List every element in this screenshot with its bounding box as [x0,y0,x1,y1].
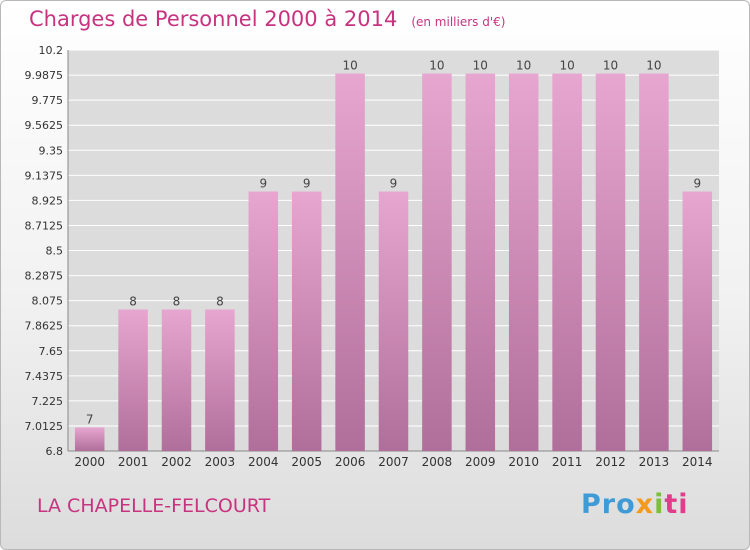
x-tick-label-2006: 2006 [335,455,366,469]
bar-2004 [248,191,279,451]
logo-part-1: Pro [581,489,636,520]
bar-2013 [639,73,669,452]
data-label-2009: 10 [473,59,488,73]
y-tick-label-2: 7.225 [32,395,64,408]
x-tick-label-2004: 2004 [248,455,279,469]
data-label-2006: 10 [342,59,357,73]
data-label-2001: 8 [129,294,137,308]
x-tick-label-2012: 2012 [595,455,626,469]
y-tick-label-1: 7.0125 [25,420,64,433]
x-tick-label-2005: 2005 [291,455,322,469]
bar-2014 [682,191,713,451]
y-tick-label-8: 8.5 [46,245,64,258]
bar-2003 [205,309,235,451]
y-tick-label-7: 8.2875 [25,270,64,283]
x-tick-label-2011: 2011 [552,455,583,469]
bar-2001 [118,309,148,451]
chart-title: Charges de Personnel 2000 à 2014 (en mill… [29,7,505,31]
x-tick-label-2009: 2009 [465,455,496,469]
y-tick-label-15: 9.9875 [25,69,64,82]
bar-2006 [335,73,365,452]
chart-title-text: Charges de Personnel 2000 à 2014 [29,7,398,31]
bar-2009 [465,73,496,452]
chart-subtitle: (en milliers d'€) [411,15,506,29]
y-tick-label-11: 9.1375 [25,169,64,182]
y-tick-label-5: 7.8625 [25,320,64,333]
logo-part-4: ti [664,489,689,520]
bar-2012 [595,73,626,452]
y-tick-label-16: 10.2 [39,44,64,57]
y-tick-label-13: 9.5625 [25,119,64,132]
bar-2005 [291,191,322,451]
data-label-2014: 9 [693,177,701,191]
x-tick-label-2013: 2013 [639,455,670,469]
y-tick-label-0: 6.8 [46,445,64,458]
logo-part-2: x [635,489,655,520]
data-label-2011: 10 [559,59,574,73]
x-tick-label-2014: 2014 [682,455,713,469]
bar-2010 [508,73,539,452]
bar-2008 [422,73,452,452]
y-tick-label-9: 8.7125 [25,219,64,232]
x-tick-label-2003: 2003 [205,455,236,469]
location-label: LA CHAPELLE-FELCOURT [37,495,271,517]
logo-part-3: i [654,489,665,520]
data-label-2005: 9 [303,177,311,191]
data-label-2012: 10 [603,59,618,73]
y-tick-label-3: 7.4375 [25,370,64,383]
x-tick-label-2010: 2010 [508,455,539,469]
x-tick-label-2008: 2008 [422,455,453,469]
y-tick-label-6: 8.075 [32,295,64,308]
data-label-2010: 10 [516,59,531,73]
x-tick-label-2000: 2000 [74,455,105,469]
y-tick-label-14: 9.775 [32,94,64,107]
data-label-2000: 7 [86,412,94,426]
bar-2007 [378,191,409,451]
x-tick-label-2001: 2001 [118,455,149,469]
data-label-2004: 9 [259,177,267,191]
x-tick-label-2002: 2002 [161,455,192,469]
proxiti-logo: Proxiti [581,489,689,520]
bar-2000 [74,427,105,451]
bar-2002 [161,309,192,451]
y-tick-label-10: 8.925 [32,194,64,207]
y-tick-label-12: 9.35 [39,144,64,157]
data-label-2002: 8 [173,294,181,308]
data-label-2007: 9 [390,177,398,191]
y-tick-label-4: 7.65 [39,345,64,358]
x-tick-label-2007: 2007 [378,455,409,469]
data-label-2003: 8 [216,294,224,308]
data-label-2008: 10 [429,59,444,73]
data-label-2013: 10 [646,59,661,73]
bar-2011 [552,73,582,452]
